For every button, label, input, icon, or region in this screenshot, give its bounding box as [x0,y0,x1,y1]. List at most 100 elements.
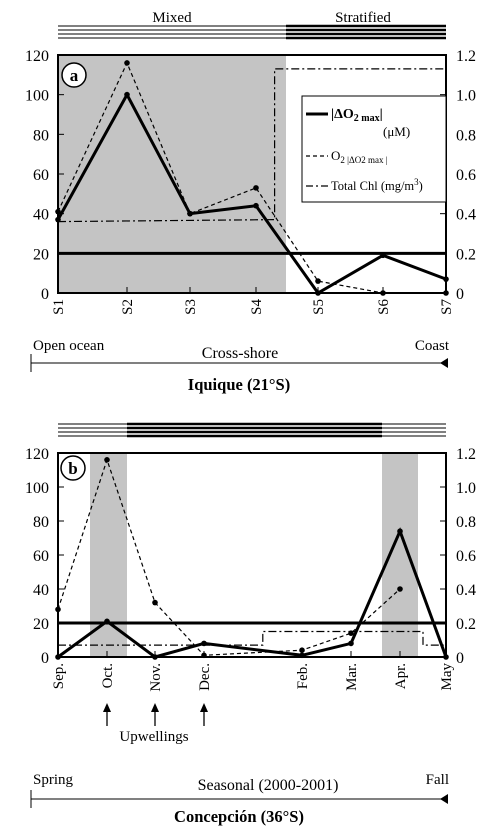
series-point [253,202,259,209]
series-point [124,60,130,66]
y-left-tick-label: 80 [33,514,49,531]
shaded-region [90,453,127,657]
y-left-tick-label: 0 [41,650,49,667]
legend-label-depth: O2 |ΔO2 max | [331,148,388,165]
annotation-coast: Coast [415,338,450,354]
annotation-spring: Spring [33,772,74,788]
y-right-tick-label: 0.2 [456,246,476,263]
x-tick-label: Oct. [100,663,116,688]
y-left-tick-label: 120 [25,48,49,65]
y-right-tick-label: 0.4 [456,207,476,224]
y-right-tick-label: 0.6 [456,548,476,565]
annotation-seasonal: Seasonal (2000-2001) [198,777,339,794]
series-point [187,210,193,217]
y-left-tick-label: 20 [33,246,49,263]
annotation-open-ocean: Open ocean [33,338,105,354]
series-point [299,647,305,653]
series-point [348,640,354,647]
annotation-cross-shore: Cross-shore [202,345,278,362]
panel-label-text: a [70,66,79,85]
x-tick-label: S1 [51,299,67,315]
y-left-tick-label: 100 [25,480,49,497]
x-tick-label: S2 [120,299,136,315]
x-axis-ticks: S1 S2 S3 S4 S5 S6 S7 [51,287,455,315]
series-point [380,252,386,259]
legend-label-unit: (μM) [383,124,410,139]
y-left-tick-label: 100 [25,88,49,105]
upwelling-arrow-head [200,703,208,712]
series-point [124,91,130,98]
annotation-fall: Fall [426,772,449,788]
panel-a-title: Iquique (21°S) [188,375,290,394]
panel-b: 0 20 40 60 80 100 120 0 0.2 0.4 0.6 0.8 1.0 1.2 Sep.… [25,422,476,826]
series-point [104,618,110,625]
y-axis-right-ticks: 0 0.2 0.4 0.6 0.8 1.0 1.2 [440,446,476,667]
panel-label: b [60,455,86,481]
y-right-tick-label: 0.6 [456,167,476,184]
panel-label-text: b [68,459,77,478]
y-left-tick-label: 60 [33,167,49,184]
y-left-tick-label: 60 [33,548,49,565]
y-right-tick-label: 0.8 [456,127,476,144]
x-tick-label: Nov. [148,663,164,692]
y-right-tick-label: 0.4 [456,582,476,599]
y-right-tick-label: 1.2 [456,446,476,463]
upwelling-arrow-head [151,703,159,712]
y-left-tick-label: 40 [33,582,49,599]
x-tick-label: May [439,663,455,691]
legend: |ΔO2 max| (μM) O2 |ΔO2 max | Total Chl (… [301,95,447,203]
x-tick-label: S3 [183,299,199,315]
seasonal-arrow [30,790,448,808]
x-axis-ticks: Sep. Oct. Nov. Dec. Feb. Mar. Apr. May [51,651,455,692]
y-right-tick-label: 0.8 [456,514,476,531]
y-left-tick-label: 40 [33,207,49,224]
series-line-2 [57,68,444,223]
series-point [104,457,110,463]
x-tick-label: Sep. [51,663,67,689]
y-right-tick-label: 0 [456,650,464,667]
panel-a: Mixed Stratified 0 20 40 60 80 100 120 0 0.2 0.4… [25,10,476,394]
legend-label-chl: Total Chl (mg/m3) [331,177,423,193]
regime-label-mixed: Mixed [152,10,192,26]
series-point [152,599,158,606]
upwelling-arrows [103,703,208,726]
x-tick-label: Mar. [344,663,360,691]
x-tick-label: S6 [376,299,392,315]
regime-bars [58,422,446,438]
regime-label-stratified: Stratified [335,10,391,26]
plot-frame [57,452,447,658]
x-tick-label: Dec. [197,663,213,691]
upwellings-label: Upwellings [119,729,188,745]
series-point [397,528,403,534]
shaded-regions [90,453,418,657]
y-right-tick-label: 1.0 [456,88,476,105]
series-line-0 [57,527,448,659]
y-axis-right-ticks: 0 0.2 0.4 0.6 0.8 1.0 1.2 [440,48,476,303]
y-left-tick-label: 80 [33,127,49,144]
x-tick-label: Apr. [393,663,409,689]
x-tick-label: S5 [311,299,327,315]
y-right-tick-label: 0 [456,286,464,303]
shaded-region [382,453,418,657]
x-tick-label: S4 [249,299,265,315]
panel-label: a [61,62,87,88]
series-point [315,278,321,284]
regime-bars [58,24,446,40]
x-tick-label: S7 [439,299,455,315]
legend-label-dO2: |ΔO2 max| [331,107,383,124]
y-left-tick-label: 120 [25,446,49,463]
upwelling-arrow-head [103,703,111,712]
y-right-tick-label: 0.2 [456,616,476,633]
series-point [397,586,403,592]
y-right-tick-label: 1.2 [456,48,476,65]
shaded-mixed-region [58,55,286,293]
cross-shore-arrow [30,354,448,372]
y-left-tick-label: 0 [41,286,49,303]
series-line-2 [58,630,444,646]
y-left-tick-label: 20 [33,616,49,633]
x-tick-label: Feb. [295,663,311,689]
panel-b-title: Concepción (36°S) [174,807,304,826]
y-right-tick-label: 1.0 [456,480,476,497]
series-point [253,185,259,191]
